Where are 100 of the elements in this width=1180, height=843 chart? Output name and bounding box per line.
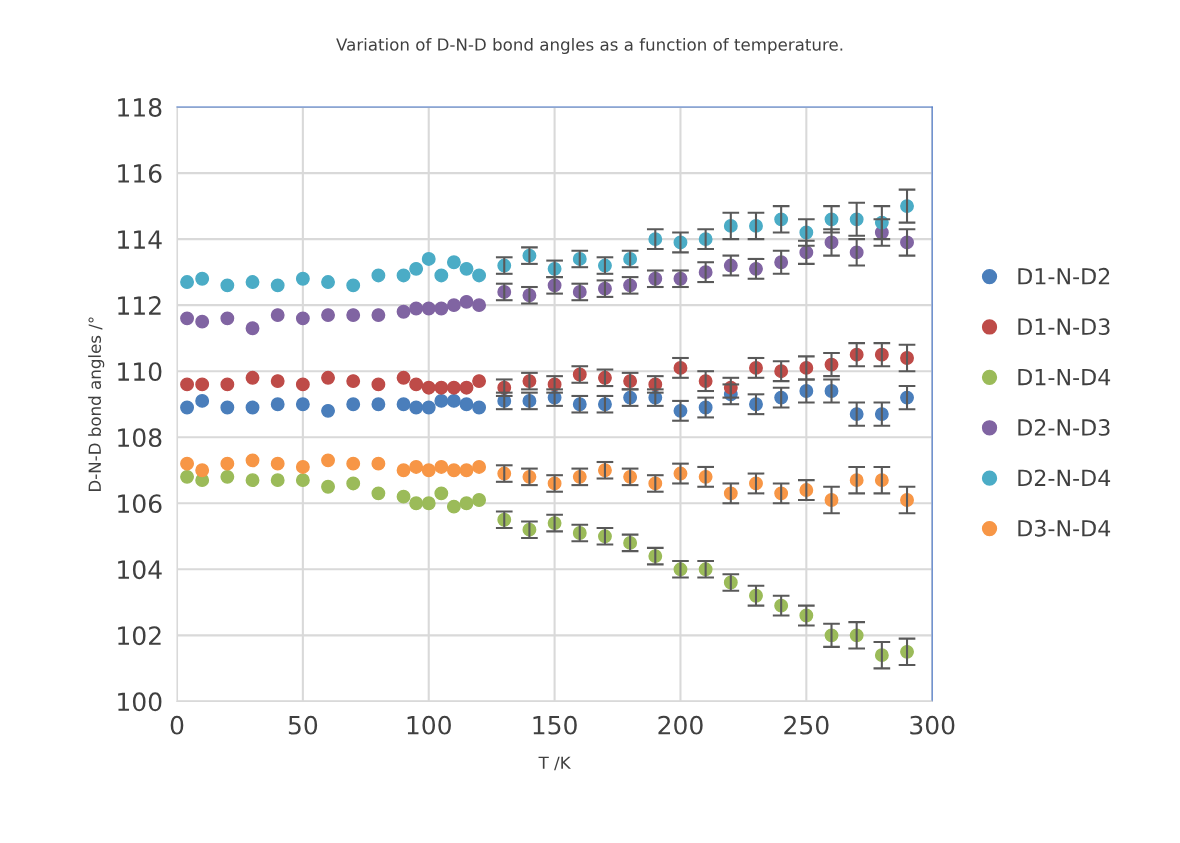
legend-label: D3-N-D4	[1018, 519, 1111, 537]
point	[409, 400, 424, 415]
point	[409, 496, 424, 511]
point	[245, 400, 260, 415]
point	[446, 499, 461, 514]
point	[396, 268, 411, 283]
point	[371, 397, 386, 412]
point	[396, 370, 411, 385]
point	[421, 301, 436, 316]
point	[321, 403, 335, 418]
point	[472, 493, 487, 507]
x-tick-label: 250	[784, 715, 829, 735]
point	[270, 397, 285, 412]
point	[346, 397, 361, 412]
point	[472, 268, 487, 283]
point	[295, 271, 310, 286]
point	[180, 311, 195, 326]
point	[180, 469, 195, 484]
y-tick-label: 104	[118, 560, 162, 580]
point	[270, 374, 285, 389]
point	[434, 460, 449, 474]
point	[245, 453, 260, 468]
point	[346, 278, 361, 293]
point	[245, 370, 260, 385]
point	[295, 377, 310, 392]
point	[245, 321, 260, 336]
x-tick-label: 50	[288, 715, 318, 735]
point	[180, 377, 195, 392]
x-tick-label: 200	[658, 715, 703, 735]
point	[434, 393, 449, 408]
point	[446, 255, 461, 270]
point	[245, 473, 260, 488]
point	[396, 489, 411, 504]
point	[195, 377, 210, 392]
x-axis-title: T /K	[538, 756, 571, 771]
legend-label: D1-N-D2	[1018, 267, 1110, 285]
point	[180, 400, 195, 415]
point	[321, 275, 335, 289]
point	[180, 275, 195, 289]
point	[321, 479, 335, 494]
point	[459, 397, 474, 412]
point	[270, 473, 285, 488]
point	[421, 463, 436, 478]
point	[371, 308, 386, 323]
point	[220, 278, 235, 293]
point	[220, 377, 235, 392]
y-tick-label: 108	[118, 428, 162, 448]
point	[421, 380, 436, 395]
point	[459, 380, 474, 395]
y-tick-label: 110	[118, 362, 162, 382]
y-axis-title: D-N-D bond angles /°	[88, 317, 105, 492]
y-tick-label: 106	[118, 494, 162, 514]
point	[409, 301, 424, 316]
point	[446, 463, 461, 478]
point	[195, 393, 210, 408]
legend-label: D2-N-D4	[1018, 469, 1111, 486]
point	[321, 308, 335, 323]
point	[459, 496, 474, 511]
point	[446, 380, 461, 395]
point	[409, 377, 424, 392]
x-tick-label: 150	[533, 715, 577, 735]
point	[245, 275, 260, 289]
point	[270, 456, 285, 471]
point	[180, 456, 195, 471]
y-tick-label: 102	[118, 626, 161, 646]
point	[220, 400, 235, 415]
point	[434, 486, 449, 501]
point	[295, 460, 310, 474]
x-tick-label: 300	[910, 715, 955, 735]
point	[434, 301, 449, 316]
point	[472, 400, 487, 415]
point	[295, 397, 310, 412]
point	[409, 460, 424, 474]
point	[346, 374, 361, 389]
point	[421, 251, 436, 266]
point	[459, 463, 474, 478]
point	[472, 460, 487, 474]
point	[195, 314, 210, 329]
chart-title: Variation of D-N-D bond angles as a function of temperature.	[336, 37, 843, 55]
y-tick-label: 114	[118, 230, 162, 249]
point	[270, 278, 285, 293]
point	[371, 377, 386, 392]
y-tick-label: 118	[118, 98, 162, 117]
point	[396, 463, 411, 478]
point	[270, 308, 285, 323]
x-tick-label: 0	[170, 715, 184, 735]
y-tick-label: 112	[118, 296, 161, 315]
point	[446, 393, 461, 408]
point	[396, 397, 411, 412]
point	[396, 304, 411, 319]
x-tick-label: 100	[407, 715, 451, 735]
point	[321, 453, 335, 468]
legend-label: D2-N-D3	[1018, 419, 1110, 436]
point	[409, 261, 424, 276]
y-tick-label: 116	[118, 164, 162, 183]
point	[195, 271, 210, 286]
legend-label: D1-N-D3	[1018, 318, 1110, 336]
point	[295, 311, 310, 326]
point	[346, 476, 361, 491]
point	[321, 370, 335, 385]
